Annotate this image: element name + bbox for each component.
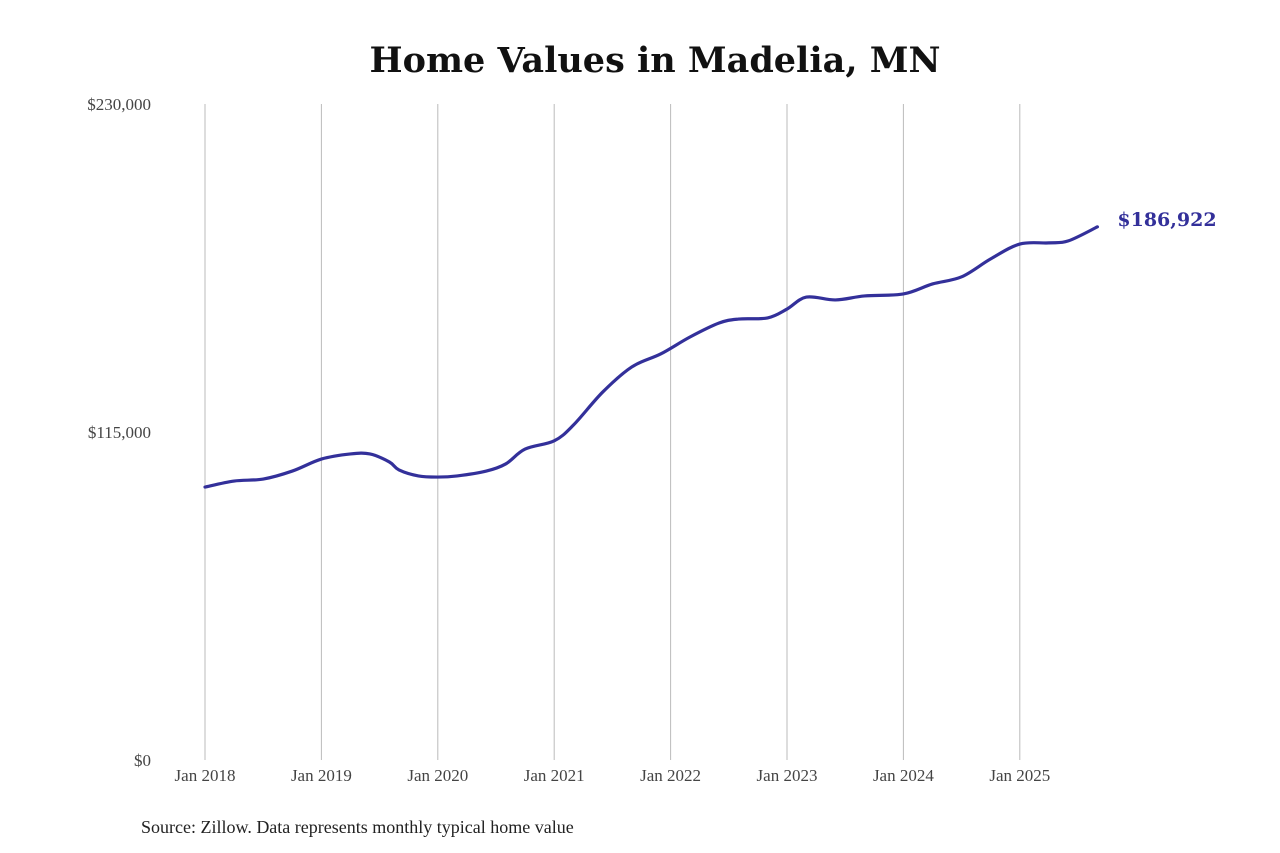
x-tick-label: Jan 2023 xyxy=(757,766,818,785)
x-tick-label: Jan 2022 xyxy=(640,766,701,785)
end-value-label: $186,922 xyxy=(1117,209,1216,231)
y-tick-label: $0 xyxy=(134,751,151,770)
x-tick-label: Jan 2019 xyxy=(291,766,352,785)
home-value-line xyxy=(203,225,1099,489)
source-note: Source: Zillow. Data represents monthly … xyxy=(141,817,574,837)
x-tick-label: Jan 2020 xyxy=(407,766,468,785)
x-tick-label: Jan 2024 xyxy=(873,766,934,785)
x-tick-label: Jan 2021 xyxy=(524,766,585,785)
y-tick-label: $230,000 xyxy=(87,95,151,114)
x-tick-label: Jan 2018 xyxy=(175,766,236,785)
chart-title: Home Values in Madelia, MN xyxy=(369,40,941,81)
x-tick-label: Jan 2025 xyxy=(989,766,1050,785)
y-tick-label: $115,000 xyxy=(88,423,151,442)
